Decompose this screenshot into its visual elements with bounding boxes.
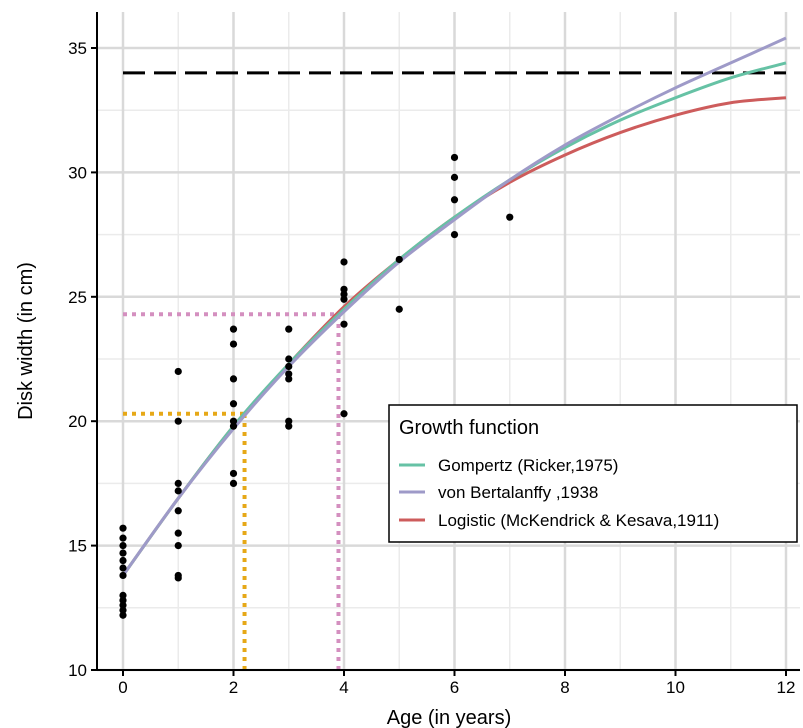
data-point (395, 255, 403, 264)
data-point (119, 542, 127, 550)
data-point (119, 606, 127, 614)
data-point (229, 375, 238, 383)
data-point (285, 417, 293, 425)
y-tick-label: 10 (68, 661, 87, 680)
data-point (506, 213, 514, 221)
x-tick-label: 0 (118, 678, 127, 697)
von-bertalanffy-curve (121, 36, 787, 577)
data-point (174, 487, 182, 495)
data-point (340, 410, 348, 418)
data-point (119, 564, 127, 572)
data-point (229, 325, 238, 333)
y-tick-label: 20 (68, 412, 87, 431)
x-axis-title: Age (in years) (387, 707, 512, 728)
data-point (229, 479, 238, 487)
data-point (119, 524, 127, 532)
data-point (395, 305, 403, 313)
data-point (229, 400, 238, 408)
data-point (285, 355, 293, 363)
legend-label: von Bertalanffy ,1938 (438, 483, 598, 502)
data-point (340, 320, 348, 328)
x-tick-label: 10 (666, 678, 685, 697)
data-point (119, 534, 127, 542)
y-tick-label: 15 (68, 537, 87, 556)
data-point (229, 469, 238, 478)
axes: 0 2 4 6 8 10 12 10 15 20 25 30 35 (68, 12, 800, 697)
data-point (174, 507, 182, 515)
data-point (229, 422, 238, 430)
data-point (285, 422, 293, 430)
data-point (174, 529, 182, 537)
data-point (119, 591, 127, 599)
data-point (174, 367, 182, 376)
growth-curves (121, 36, 787, 577)
data-point (450, 153, 459, 162)
data-point (340, 295, 348, 303)
data-point (340, 290, 348, 298)
data-point (340, 285, 348, 293)
data-point (285, 370, 293, 378)
data-point (119, 571, 127, 580)
data-point (119, 596, 127, 604)
x-tick-label: 6 (450, 678, 459, 697)
data-point (285, 325, 293, 333)
data-point (450, 231, 459, 239)
y-tick-label: 25 (68, 288, 87, 307)
data-point (119, 601, 127, 609)
observations (119, 153, 514, 619)
data-point (450, 196, 459, 204)
legend-box (388, 404, 798, 543)
y-tick-label: 35 (68, 39, 87, 58)
data-point (174, 542, 182, 550)
data-point (340, 258, 348, 266)
legend: Growth function Gompertz (Ricker,1975) vo… (388, 404, 798, 543)
data-point (450, 173, 459, 181)
data-point (229, 417, 238, 425)
data-point (119, 556, 127, 565)
data-point (285, 362, 293, 371)
legend-label: Logistic (McKendrick & Kesava,1911) (438, 511, 719, 530)
reference-lines (123, 71, 786, 670)
x-tick-label: 4 (339, 678, 348, 697)
data-point (119, 611, 127, 619)
legend-label: Gompertz (Ricker,1975) (438, 456, 618, 475)
x-tick-label: 8 (560, 678, 569, 697)
data-point (285, 375, 293, 383)
x-tick-label: 12 (777, 678, 796, 697)
data-point (174, 574, 182, 582)
data-point (119, 549, 127, 557)
y-tick-label: 30 (68, 163, 87, 182)
data-point (174, 417, 182, 425)
data-point (229, 340, 238, 348)
data-point (174, 479, 182, 487)
legend-title: Growth function (399, 417, 539, 439)
y-axis-title: Disk width (in cm) (15, 262, 37, 420)
x-tick-label: 2 (229, 678, 238, 697)
